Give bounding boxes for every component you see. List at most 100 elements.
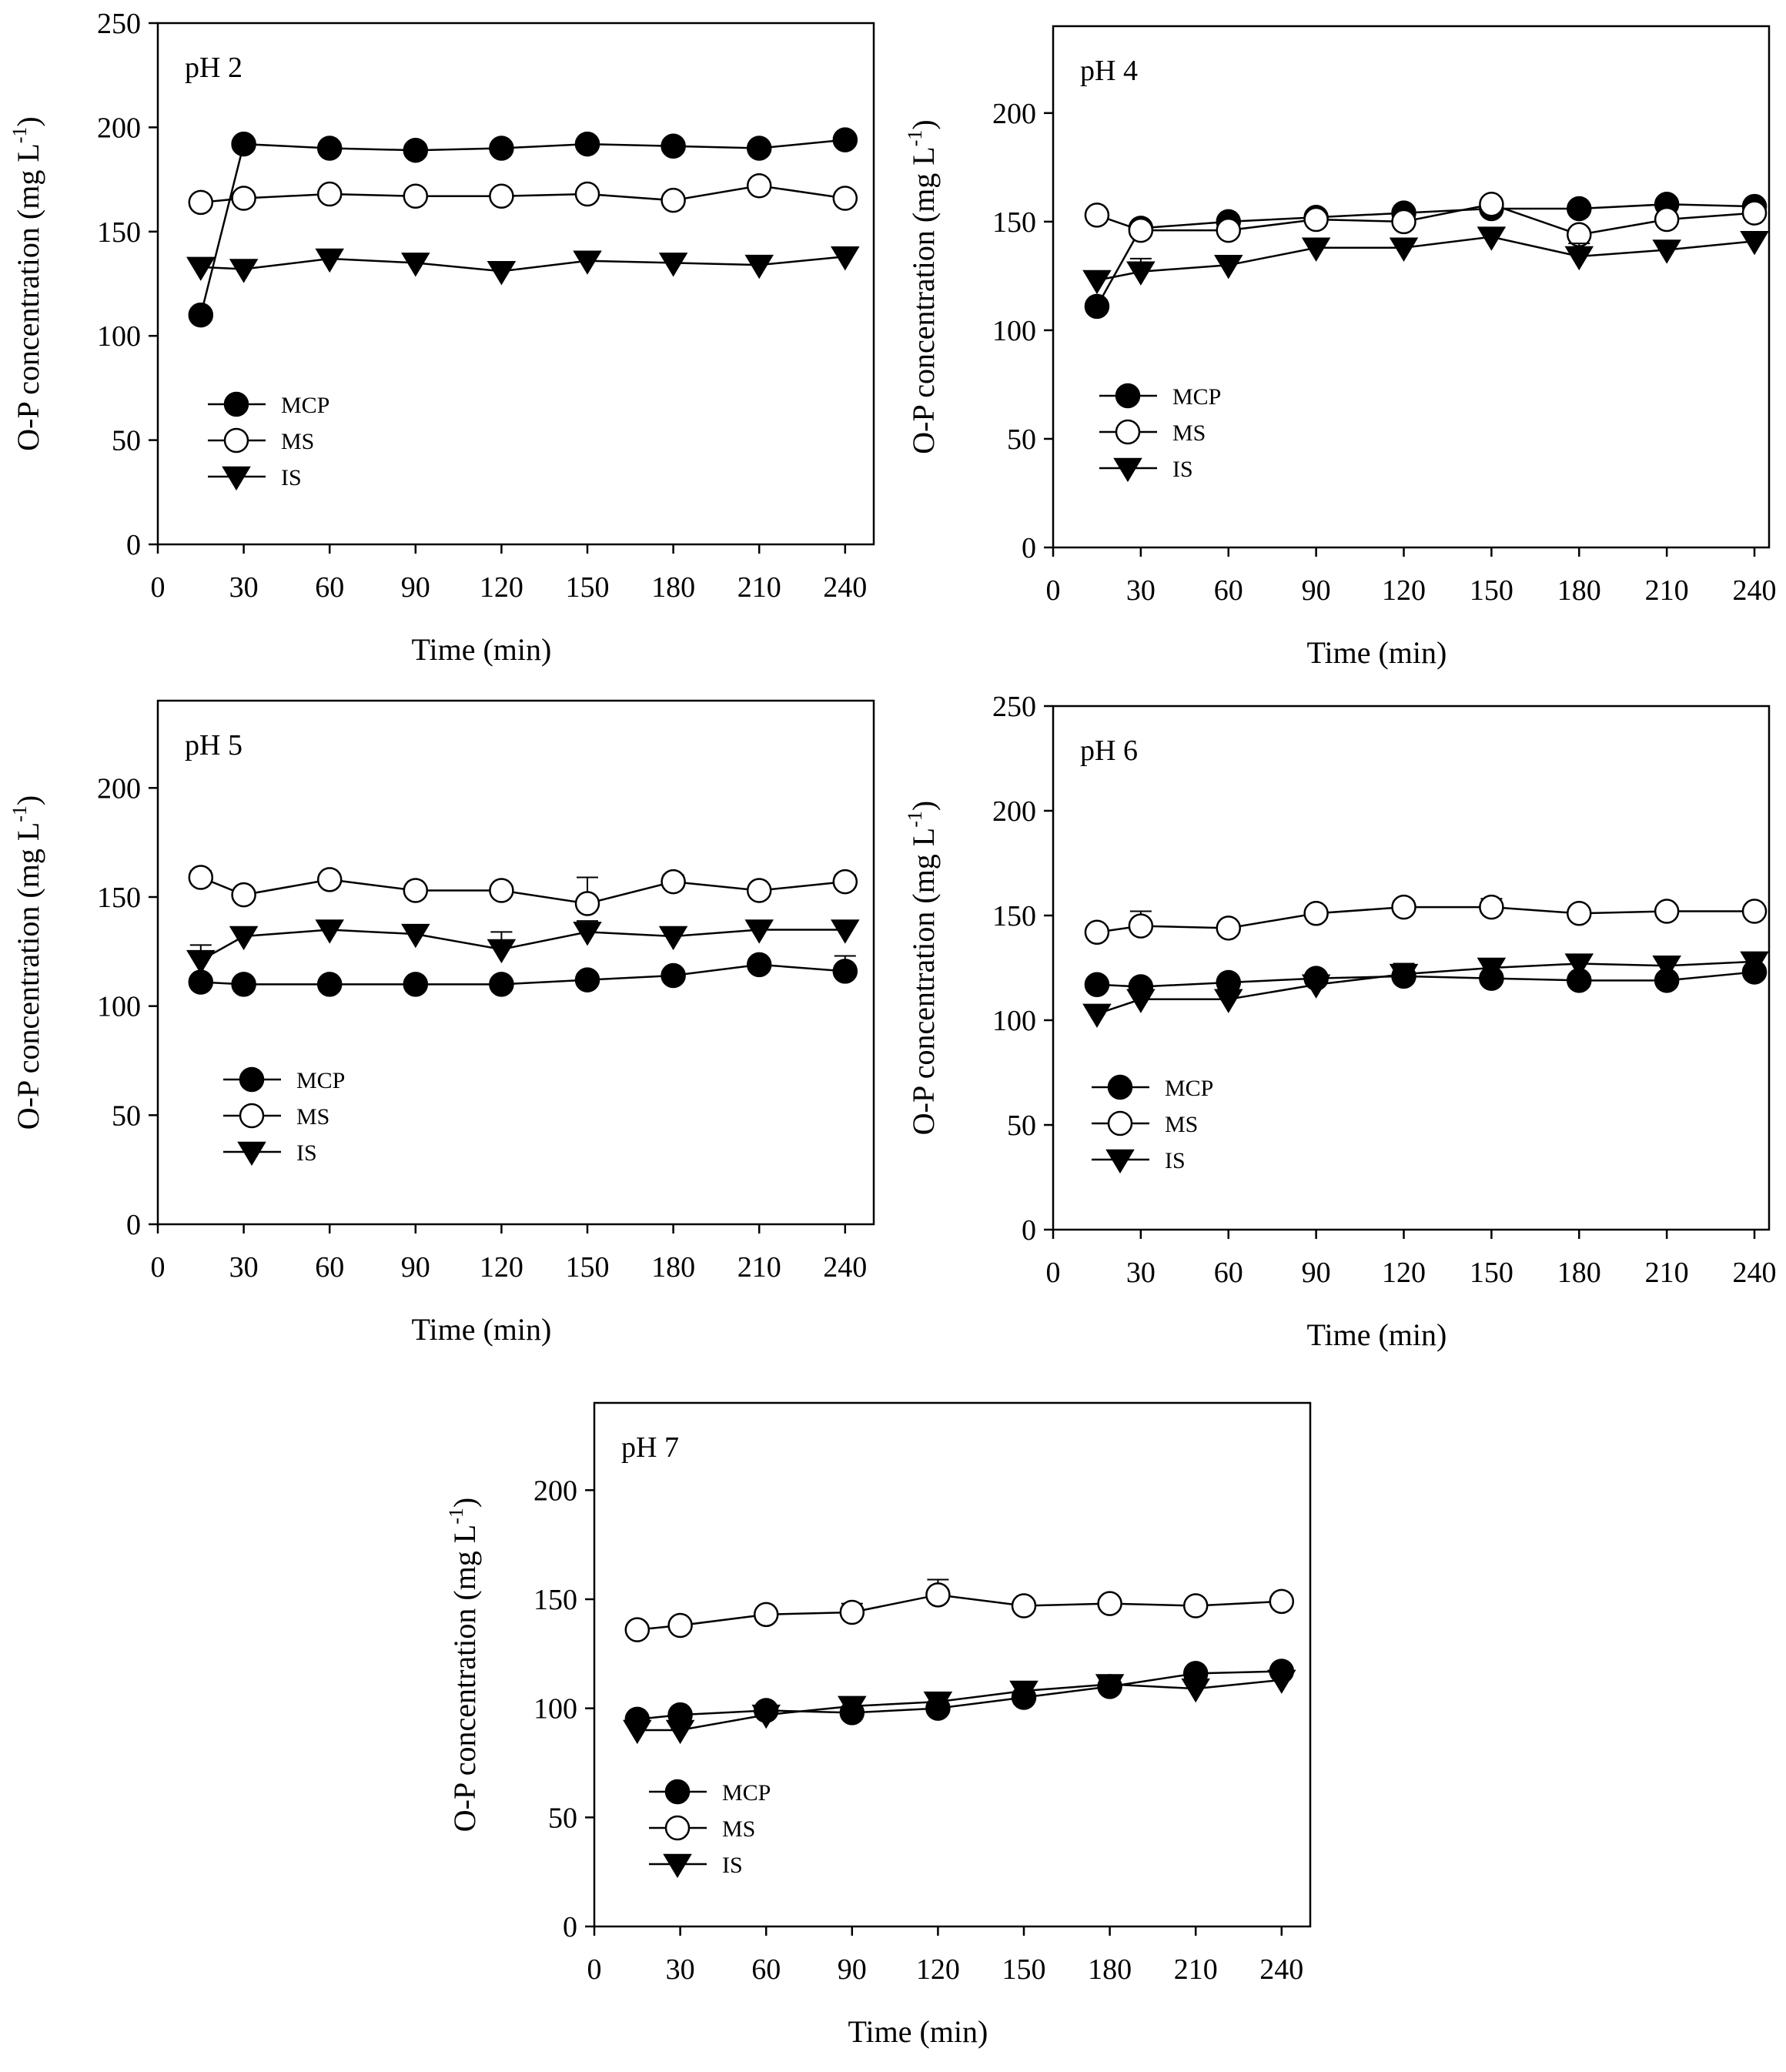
series-line-MCP	[199, 139, 845, 316]
data-point-IS	[1564, 246, 1594, 271]
y-tick-label: 0	[126, 1209, 141, 1241]
legend: MCP MS IS	[1099, 383, 1221, 483]
data-point-MS	[1269, 1588, 1295, 1615]
data-point-MS	[188, 189, 214, 216]
data-point-IS	[1740, 231, 1769, 256]
legend-label-MS: MS	[1172, 420, 1206, 446]
data-point-MCP	[832, 959, 858, 984]
data-point-IS	[186, 256, 216, 281]
data-point-MCP	[231, 972, 256, 997]
data-point-IS	[401, 253, 430, 277]
legend-marker-IS	[663, 1853, 692, 1879]
data-point-MS	[1182, 1593, 1209, 1618]
y-axis-title: O-P concentration (mg L-1)	[904, 119, 941, 454]
y-tick-label: 100	[97, 320, 141, 353]
data-point-IS	[1389, 237, 1419, 262]
x-tick-label: 0	[1046, 1257, 1061, 1289]
legend-marker-MCP	[223, 391, 249, 417]
legend-label-MCP: MCP	[296, 1068, 345, 1093]
x-tick-label: 60	[315, 571, 344, 604]
legend-marker-MCP	[1115, 383, 1141, 409]
legend-label-IS: IS	[281, 465, 302, 490]
data-point-MS	[1741, 899, 1768, 924]
y-axis-title-main: O-P concentration (mg L	[906, 146, 941, 454]
panel-label: pH 4	[1080, 55, 1138, 87]
y-axis-title-superscript: -1	[445, 1508, 467, 1525]
x-axis-title: Time (min)	[1306, 1317, 1447, 1352]
x-tick-label: 60	[751, 1953, 781, 1986]
x-tick-label: 150	[566, 571, 610, 604]
legend-label-IS: IS	[1165, 1148, 1186, 1173]
data-point-MCP	[188, 302, 214, 328]
data-point-MS	[667, 1612, 693, 1639]
chart-panel-2: 0 50 100 150 200 0 30 60 90 120 150 180 210 240 Time (…	[904, 25, 1777, 670]
data-point-IS	[658, 926, 688, 951]
data-point-MCP	[231, 131, 256, 157]
data-point-MS	[746, 172, 772, 199]
legend-marker-MS	[1115, 419, 1141, 445]
data-point-MS	[1654, 206, 1680, 233]
x-tick-label: 90	[401, 571, 430, 604]
y-tick-label: 50	[548, 1802, 577, 1834]
data-point-MS	[574, 891, 600, 916]
x-tick-label: 180	[651, 1251, 695, 1284]
data-point-IS	[1082, 269, 1112, 295]
x-tick-label: 0	[151, 1251, 166, 1284]
data-point-MCP	[1567, 196, 1592, 222]
data-point-IS	[831, 919, 860, 944]
y-tick-label: 0	[126, 529, 141, 561]
data-point-IS	[1213, 255, 1243, 280]
panel-label: pH 5	[185, 729, 242, 762]
data-point-IS	[658, 253, 688, 277]
y-tick-label: 150	[97, 216, 141, 249]
series-MS	[188, 172, 858, 216]
legend-label-MS: MS	[1165, 1112, 1198, 1137]
data-point-MS	[1479, 192, 1504, 217]
data-point-MS	[1391, 894, 1416, 920]
x-tick-label: 30	[1126, 1257, 1156, 1289]
y-tick-label: 50	[112, 425, 141, 457]
data-point-MS	[1303, 901, 1329, 926]
x-tick-label: 30	[1126, 574, 1156, 607]
data-point-IS	[1082, 1003, 1112, 1028]
data-point-MS	[661, 187, 686, 213]
data-point-MS	[661, 869, 686, 895]
x-tick-label: 210	[1645, 1257, 1689, 1289]
data-point-MS	[832, 186, 858, 211]
x-axis-title: Time (min)	[411, 1312, 551, 1347]
x-tick-label: 30	[229, 1251, 259, 1284]
x-tick-label: 150	[1470, 574, 1513, 607]
data-point-IS	[1126, 261, 1156, 286]
data-point-IS	[1740, 951, 1769, 976]
series-MS	[1084, 894, 1768, 946]
chart-panel-3: 0 50 100 150 200 0 30 60 90 120 150 180 210 240 Time (…	[8, 699, 875, 1347]
y-tick-label: 100	[992, 1005, 1036, 1037]
y-axis-title-close: )	[906, 801, 941, 811]
legend-label-MCP: MCP	[722, 1780, 771, 1806]
x-tick-label: 150	[1002, 1953, 1046, 1986]
data-point-MS	[1391, 209, 1416, 235]
data-point-MS	[1567, 901, 1592, 926]
data-point-IS	[744, 919, 774, 944]
data-point-MS	[1128, 217, 1154, 243]
x-axis-title: Time (min)	[411, 632, 551, 667]
legend: MCP MS IS	[223, 1066, 345, 1167]
chart-panel-5: 0 50 100 150 200 0 30 60 90 120 150 180 210 240 Time (…	[445, 1401, 1312, 2049]
data-point-IS	[186, 949, 216, 975]
data-point-MS	[316, 181, 343, 207]
data-point-MS	[832, 869, 858, 895]
series-MS	[188, 865, 858, 916]
x-tick-label: 120	[1382, 574, 1426, 607]
y-axis-title-superscript: -1	[8, 805, 31, 822]
legend-label-MS: MS	[722, 1816, 755, 1842]
data-point-MS	[753, 1602, 779, 1628]
data-point-IS	[1564, 953, 1594, 978]
y-axis-title-main: O-P concentration (mg L	[906, 828, 941, 1136]
data-point-IS	[229, 259, 259, 283]
plot-frame	[1052, 25, 1771, 549]
data-point-MCP	[316, 136, 343, 161]
data-point-MCP	[1084, 972, 1110, 998]
data-point-MS	[188, 865, 214, 890]
data-point-MS	[316, 867, 343, 892]
data-point-IS	[229, 926, 259, 951]
